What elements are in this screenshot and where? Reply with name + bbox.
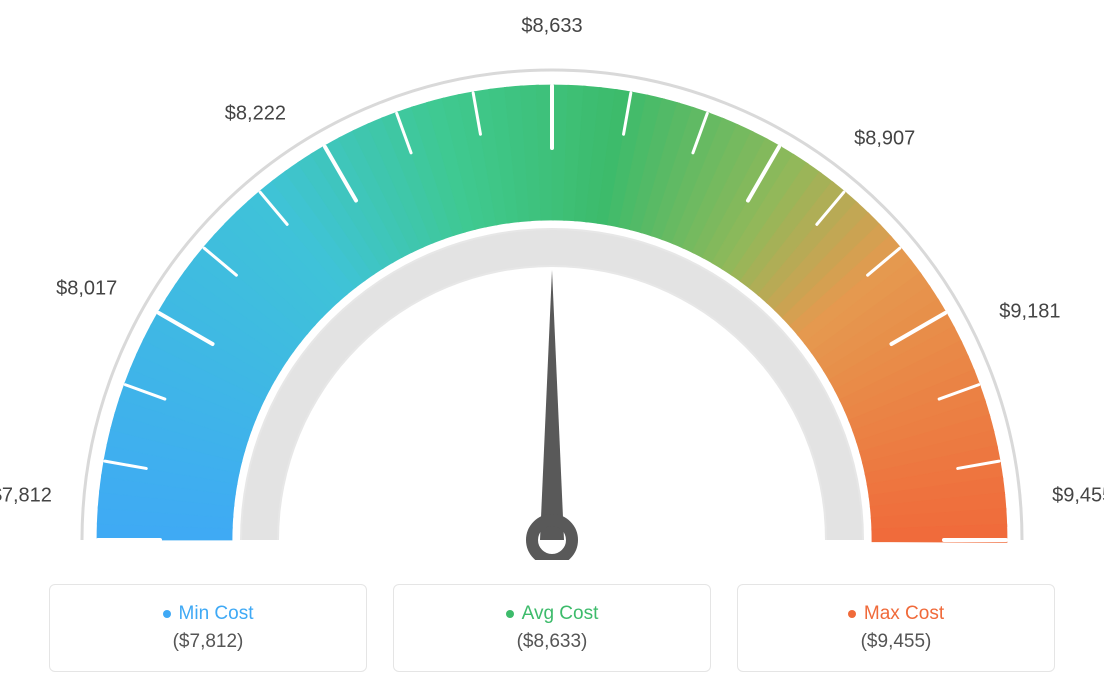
gauge-area: $7,812 $8,017 $8,222 $8,633 $8,907 $9,181 $9,4…	[0, 0, 1104, 560]
value-max: ($9,455)	[861, 631, 932, 653]
card-min-header: Min Cost	[163, 603, 254, 625]
card-max-cost: Max Cost ($9,455)	[737, 584, 1055, 672]
gauge-tick-label: $8,633	[521, 15, 582, 38]
card-max-header: Max Cost	[848, 603, 944, 625]
card-avg-header: Avg Cost	[506, 603, 599, 625]
gauge-svg	[0, 0, 1104, 560]
label-min: Min Cost	[179, 603, 254, 625]
gauge-tick-label: $8,222	[225, 103, 286, 126]
gauge-tick-label: $7,812	[0, 485, 52, 508]
gauge-tick-label: $8,017	[56, 278, 117, 301]
gauge-tick-label: $9,455	[1052, 485, 1104, 508]
dot-max-icon	[848, 610, 856, 618]
dot-min-icon	[163, 610, 171, 618]
label-avg: Avg Cost	[522, 603, 599, 625]
gauge-chart-container: $7,812 $8,017 $8,222 $8,633 $8,907 $9,181 $9,4…	[0, 0, 1104, 690]
card-min-cost: Min Cost ($7,812)	[49, 584, 367, 672]
card-avg-cost: Avg Cost ($8,633)	[393, 584, 711, 672]
label-max: Max Cost	[864, 603, 944, 625]
value-avg: ($8,633)	[517, 631, 588, 653]
legend-cards: Min Cost ($7,812) Avg Cost ($8,633) Max …	[0, 584, 1104, 672]
gauge-tick-label: $8,907	[854, 128, 915, 151]
value-min: ($7,812)	[173, 631, 244, 653]
gauge-tick-label: $9,181	[999, 301, 1060, 324]
dot-avg-icon	[506, 610, 514, 618]
